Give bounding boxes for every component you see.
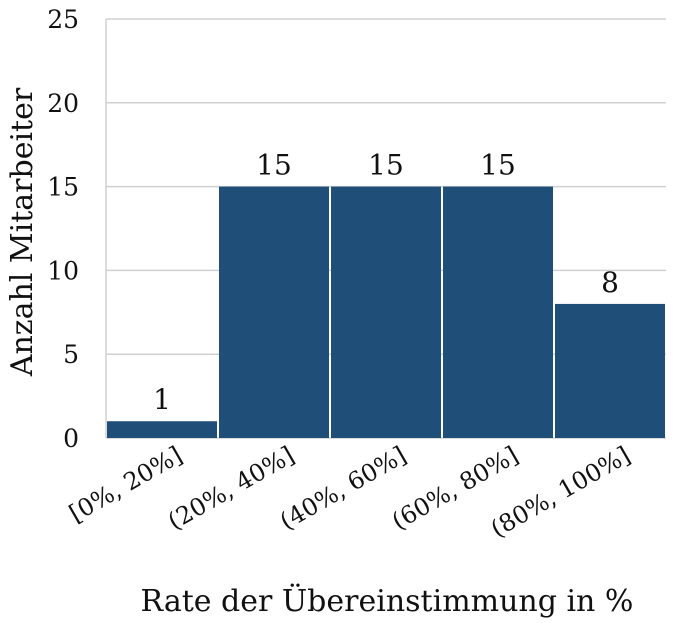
x-tick-label: (40%, 60%] xyxy=(275,441,411,536)
data-label: 15 xyxy=(368,149,404,182)
bar xyxy=(555,303,665,438)
y-tick-label: 20 xyxy=(47,89,79,118)
bars xyxy=(107,186,665,438)
y-tick-labels: 0 5 10 15 20 25 xyxy=(47,5,79,453)
y-tick-label: 10 xyxy=(47,256,79,285)
x-tick-label: (20%, 40%] xyxy=(163,441,299,536)
y-tick-label: 25 xyxy=(47,5,79,34)
y-axis-label: Anzahl Mitarbeiter xyxy=(5,87,40,377)
bar xyxy=(219,186,329,438)
y-tick-label: 0 xyxy=(63,424,79,453)
data-labels: 1 15 15 15 8 xyxy=(153,149,619,417)
bar xyxy=(331,186,441,438)
x-tick-labels: [0%, 20%](20%, 40%](40%, 60%](60%, 80%](… xyxy=(64,441,635,543)
bar xyxy=(107,421,217,438)
data-label: 15 xyxy=(256,149,292,182)
y-tick-label: 15 xyxy=(47,173,79,202)
data-label: 15 xyxy=(480,149,516,182)
bar xyxy=(443,186,553,438)
data-label: 8 xyxy=(601,266,619,299)
y-tick-label: 5 xyxy=(63,340,79,369)
data-label: 1 xyxy=(153,383,171,416)
x-axis-label: Rate der Übereinstimmung in % xyxy=(141,583,634,619)
